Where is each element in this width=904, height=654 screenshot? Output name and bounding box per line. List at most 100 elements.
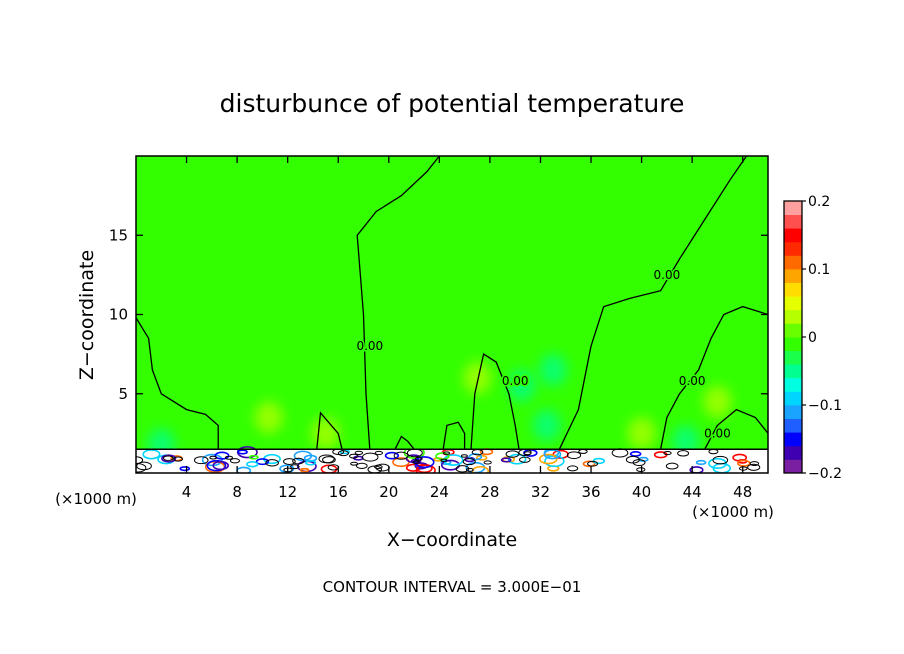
colorbar-swatch bbox=[784, 282, 802, 297]
turbulence-eddy bbox=[246, 461, 259, 468]
turbulence-contour bbox=[440, 458, 448, 463]
turbulence-contour bbox=[462, 458, 476, 466]
turbulence-contour bbox=[663, 450, 672, 456]
colorbar-swatch bbox=[784, 445, 802, 460]
y-tick-label: 5 bbox=[118, 385, 128, 403]
plot-field: 0.00 0.00 0.00 0.00 0.00 bbox=[136, 156, 768, 473]
turbulence-contour bbox=[393, 451, 409, 460]
field-anomaly bbox=[703, 385, 732, 418]
contour-label: 0.00 bbox=[356, 339, 383, 353]
turbulence-eddy bbox=[179, 466, 191, 472]
turbulence-contour bbox=[290, 464, 300, 470]
turbulence-eddy bbox=[339, 449, 351, 455]
x-unit-left: (×1000 m) bbox=[55, 490, 137, 508]
field-anomaly bbox=[627, 417, 656, 450]
turbulence-eddy bbox=[415, 464, 436, 473]
x-tick-label: 24 bbox=[430, 483, 449, 501]
colorbar-swatch bbox=[784, 309, 802, 324]
turbulence-eddy bbox=[255, 458, 270, 466]
colorbar-swatch bbox=[784, 432, 802, 447]
turbulence-contour bbox=[483, 460, 492, 465]
x-axis-label: X−coordinate bbox=[387, 529, 517, 551]
x-tick-label: 16 bbox=[329, 483, 348, 501]
turbulence-contour bbox=[587, 460, 599, 467]
turbulence-contour bbox=[665, 462, 679, 470]
turbulence-contour bbox=[374, 450, 384, 456]
chart-title: disturbunce of potential temperature bbox=[220, 89, 685, 118]
colorbar-swatch bbox=[784, 377, 802, 392]
turbulence-contour bbox=[229, 458, 240, 464]
x-tick-label: 40 bbox=[632, 483, 651, 501]
colorbar-swatch bbox=[784, 337, 802, 351]
y-tick-label: 10 bbox=[109, 306, 128, 324]
colorbar-swatch bbox=[784, 241, 802, 256]
turbulence-eddy bbox=[507, 453, 527, 465]
colorbar-swatch bbox=[784, 255, 802, 270]
colorbar-tick-label: −0.2 bbox=[808, 466, 842, 482]
field-anomaly bbox=[311, 417, 340, 450]
turbulence-contour bbox=[636, 467, 646, 473]
colorbar-tick-label: −0.1 bbox=[808, 398, 842, 414]
turbulence-contour bbox=[361, 452, 379, 462]
turbulence-eddy bbox=[201, 453, 223, 467]
turbulence-contour bbox=[465, 467, 474, 472]
turbulence-contour bbox=[224, 455, 234, 460]
plot-area: 0.000.000.00 0.000.004 8 12 16 20 24 28 32 36 40 44… bbox=[109, 155, 769, 501]
colorbar-tick-label: 0 bbox=[808, 330, 817, 346]
colorbar-swatch bbox=[784, 364, 802, 379]
turbulence-eddy bbox=[161, 454, 177, 463]
turbulence-eddy bbox=[248, 454, 259, 460]
turbulence-eddy bbox=[405, 454, 422, 464]
turbulence-eddy bbox=[405, 463, 421, 472]
x-tick-label: 48 bbox=[733, 483, 752, 501]
x-tick-label: 8 bbox=[232, 483, 242, 501]
colorbar-swatch bbox=[784, 201, 802, 215]
contour-interval-note: CONTOUR INTERVAL = 3.000E−01 bbox=[323, 578, 582, 596]
turbulence-eddy bbox=[468, 453, 483, 461]
turbulence-contour bbox=[519, 456, 531, 463]
contour-line bbox=[136, 317, 219, 450]
turbulence-contour bbox=[412, 460, 420, 464]
turbulence-contour bbox=[354, 450, 364, 455]
turbulence-contour bbox=[356, 462, 368, 469]
colorbar-swatch bbox=[784, 323, 802, 338]
turbulence-contour bbox=[460, 454, 468, 458]
colorbar-swatch bbox=[784, 418, 802, 433]
contour-line bbox=[316, 411, 343, 450]
colorbar-swatch bbox=[784, 296, 802, 311]
turbulence-contour bbox=[292, 457, 305, 465]
colorbar-swatch bbox=[784, 405, 802, 419]
turbulence-contour bbox=[373, 464, 383, 470]
contour-line bbox=[394, 435, 415, 450]
y-tick-label: 15 bbox=[109, 226, 128, 244]
turbulence-eddy bbox=[440, 459, 461, 471]
turbulence-eddy bbox=[299, 467, 310, 473]
field-anomaly bbox=[463, 361, 492, 394]
x-tick-label: 44 bbox=[683, 483, 702, 501]
turbulence-contour bbox=[566, 451, 582, 460]
contour-line bbox=[442, 421, 466, 450]
turbulence-contour bbox=[567, 465, 579, 472]
turbulence-contour bbox=[193, 456, 209, 465]
turbulence-eddy bbox=[695, 459, 707, 466]
colorbar-swatch bbox=[784, 214, 802, 229]
turbulence-eddy bbox=[237, 449, 248, 455]
colorbar: 0.2 0.1 0 −0.1 −0.2 bbox=[783, 194, 842, 482]
contour-label: 0.00 bbox=[679, 374, 706, 388]
turbulence-eddy bbox=[543, 449, 562, 460]
contour-label: 0.00 bbox=[704, 426, 731, 440]
turbulence-contour bbox=[443, 451, 451, 455]
field-anomaly bbox=[254, 401, 283, 434]
colorbar-swatch bbox=[784, 228, 802, 243]
turbulence-contour bbox=[162, 455, 174, 461]
contour-label: 0.00 bbox=[502, 374, 529, 388]
turbulence-eddy bbox=[212, 460, 230, 471]
x-tick-label: 4 bbox=[182, 483, 192, 501]
turbulence-contour bbox=[283, 458, 296, 465]
contour-line bbox=[558, 156, 748, 450]
colorbar-swatch bbox=[784, 391, 802, 406]
turbulence-contour bbox=[350, 461, 359, 466]
turbulence-eddy bbox=[500, 457, 512, 463]
contour-line bbox=[470, 353, 520, 450]
colorbar-tick-label: 0.2 bbox=[808, 194, 830, 210]
